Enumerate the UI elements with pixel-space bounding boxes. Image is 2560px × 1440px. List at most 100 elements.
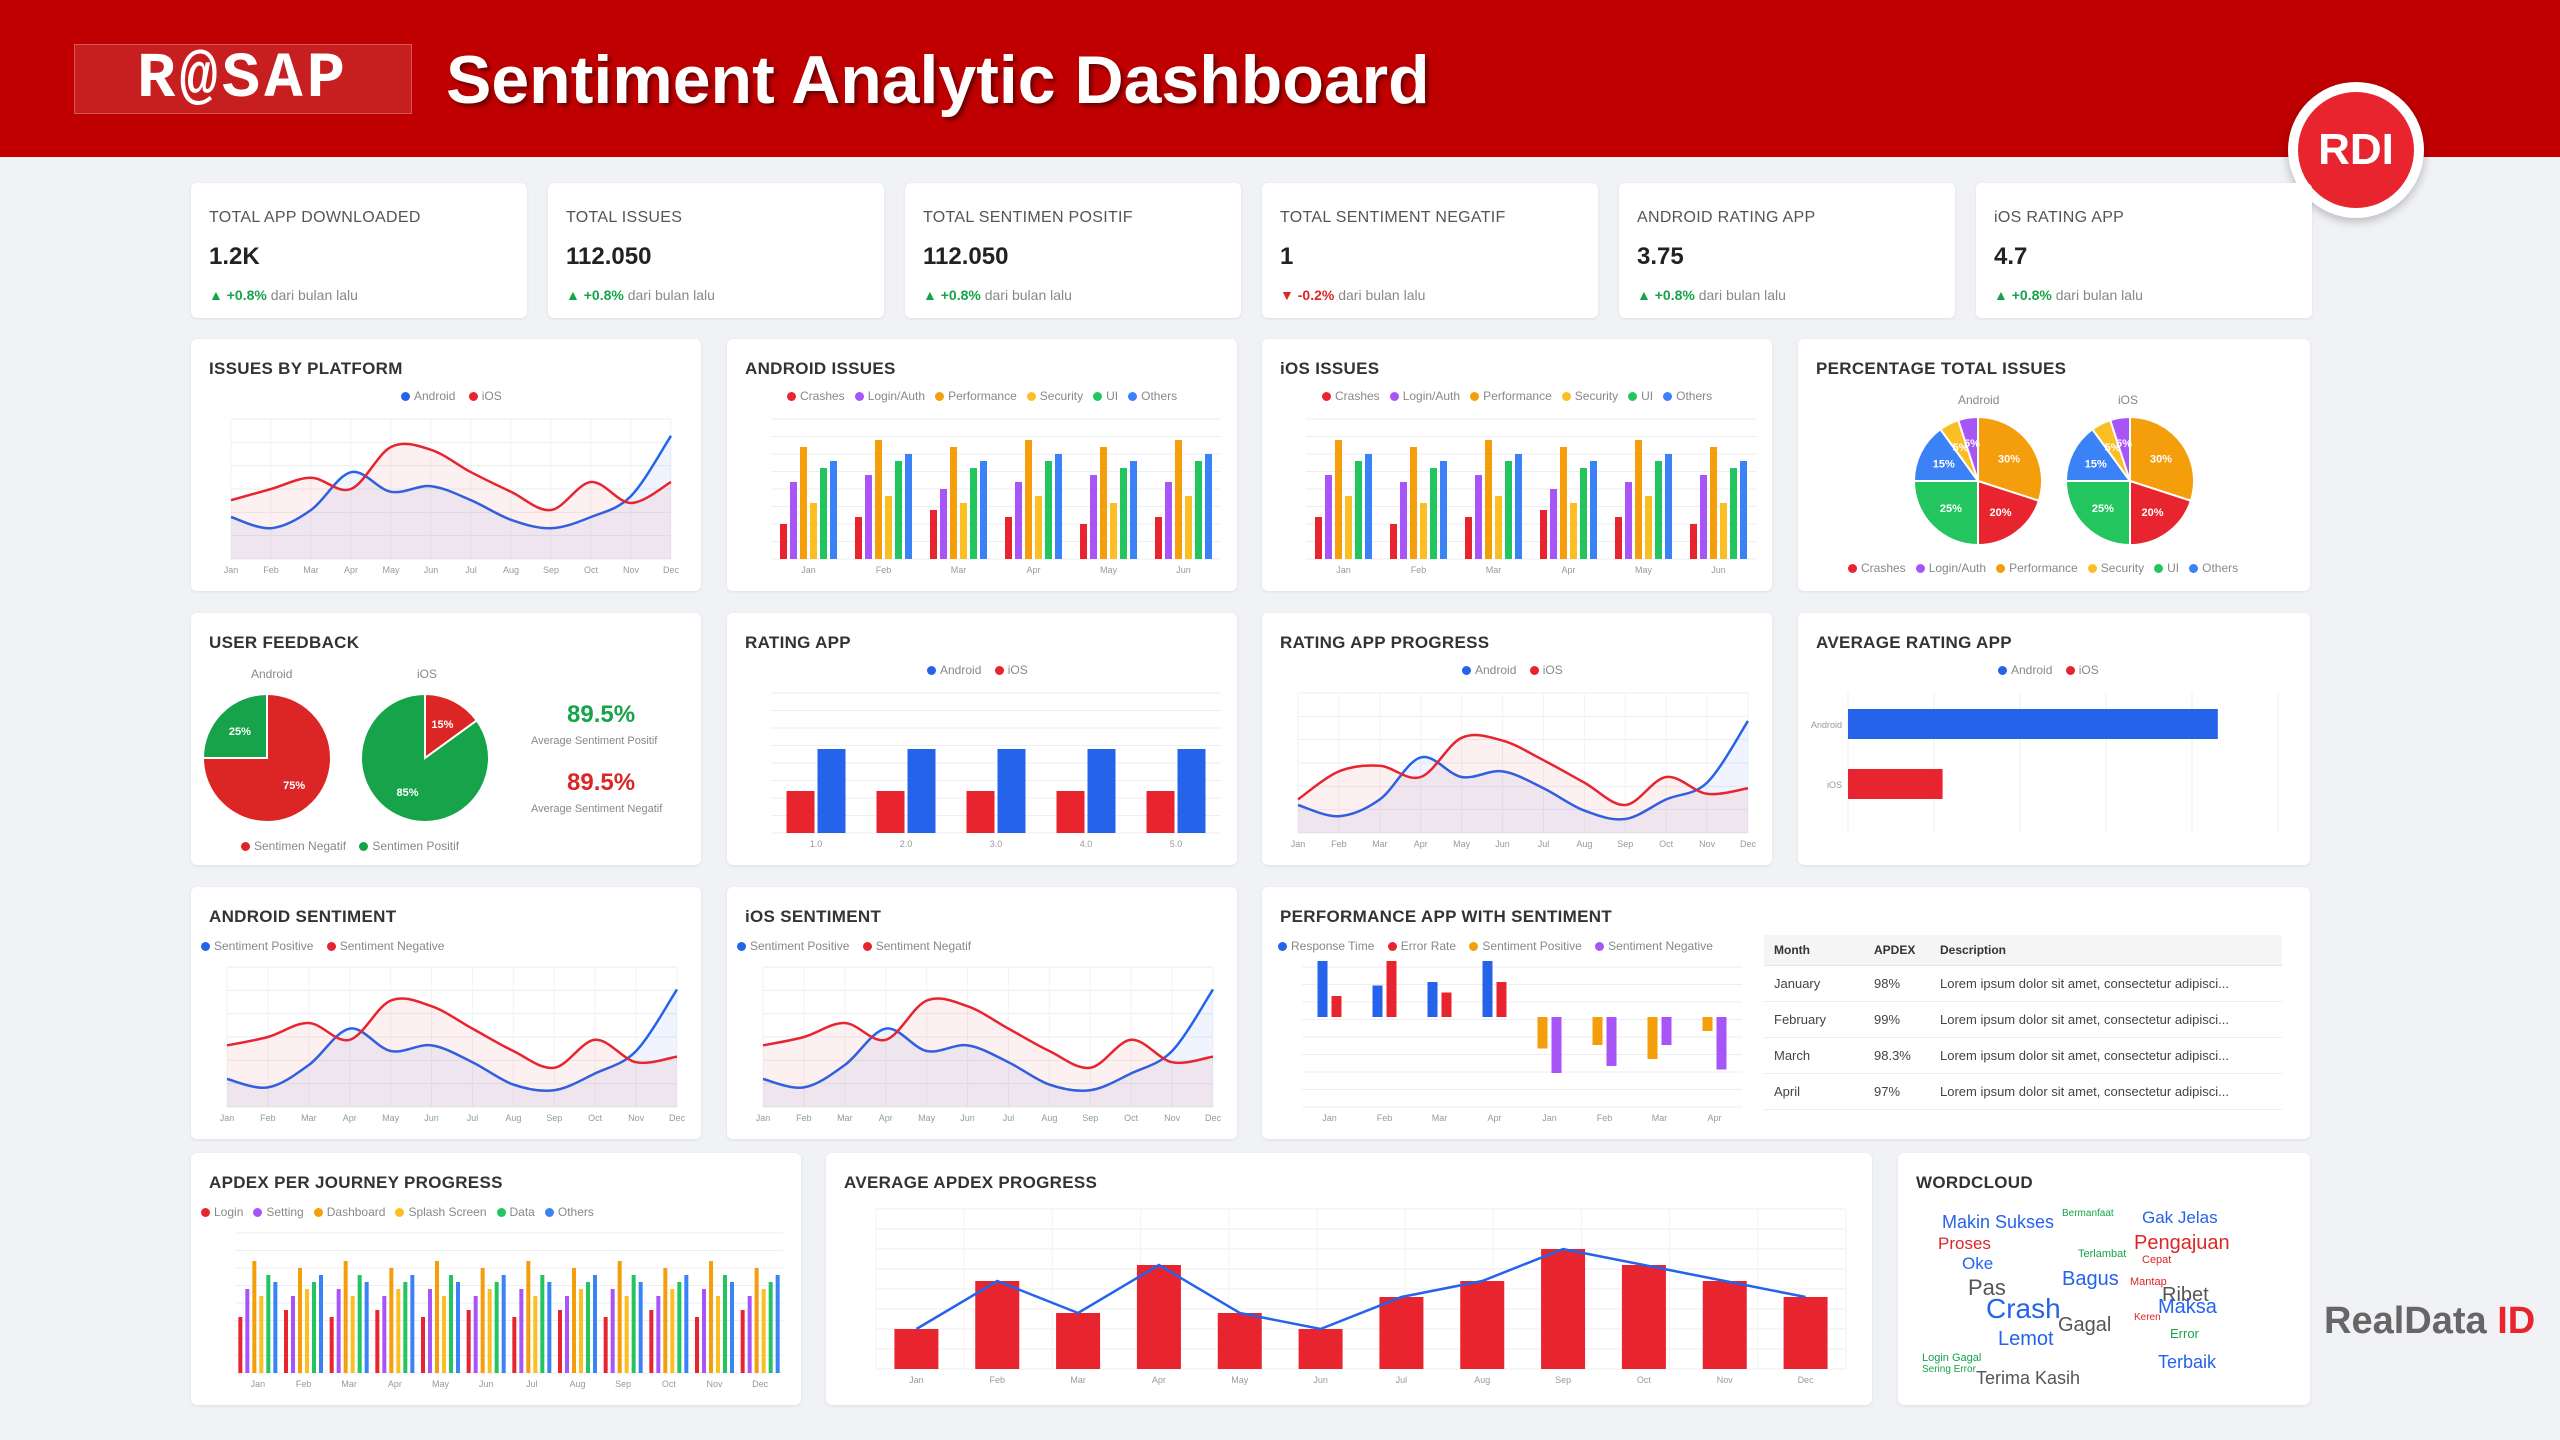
legend-label: Sentiment Positive: [214, 939, 314, 953]
card-average-apdex: AVERAGE APDEX PROGRESS Jan Feb Mar Apr May Ju…: [826, 1153, 1872, 1405]
kpi-delta-text: dari bulan lalu: [270, 287, 358, 303]
pie-slice-label: 15%: [1933, 459, 1955, 471]
bar-sentiment-positive: [1647, 1017, 1658, 1059]
x-tick-label: May: [432, 1379, 450, 1389]
bar-setting: [428, 1289, 432, 1373]
x-tick-label: Mar: [1652, 1113, 1668, 1123]
bar-others: [905, 454, 912, 559]
bar-others: [730, 1282, 734, 1373]
x-tick-label: Jan: [1542, 1113, 1557, 1123]
legend-label: Login/Auth: [1402, 389, 1461, 403]
bar-apdex: [894, 1329, 939, 1369]
x-tick-label: Jun: [1176, 565, 1191, 575]
bar-ui: [1430, 468, 1437, 559]
wordcloud-word: Makin Sukses: [1942, 1212, 2055, 1232]
chart-grid: [1306, 418, 1756, 560]
legend-label: Splash Screen: [408, 1205, 487, 1219]
bar-android: [786, 791, 815, 833]
card-issues-by-platform: ISSUES BY PLATFORM Android iOS Jan Feb Mar…: [191, 339, 701, 591]
bar-performance: [1335, 440, 1342, 559]
x-tick-label: Apr: [1414, 839, 1428, 849]
rating-app-chart: 1.0 2.0 3.0 4.0 5.0: [771, 692, 1221, 849]
bar-dashboard: [709, 1261, 713, 1373]
series-area-1: [1298, 735, 1748, 833]
chart-grid: [762, 966, 1214, 1108]
wordcloud-word: Login Gagal: [1922, 1352, 1982, 1364]
wordcloud-word: Keren: [2134, 1312, 2161, 1323]
kpi-card: TOTAL SENTIMENT NEGATIF 1 ▼ -0.2% dari b…: [1262, 183, 1598, 318]
legend-dot-ios: [1529, 666, 1539, 676]
bar-apdex: [1460, 1281, 1505, 1369]
page-title: Sentiment Analytic Dashboard: [446, 42, 1430, 118]
kpi-value: 4.7: [1994, 243, 2028, 270]
bar-setting: [702, 1289, 706, 1373]
x-tick-label: Jan: [220, 1113, 235, 1123]
bar-splash-screen: [624, 1296, 629, 1373]
bar-dashboard: [754, 1268, 759, 1373]
bar-security: [1495, 496, 1502, 559]
legend-label: Crashes: [1861, 561, 1906, 575]
wordcloud-word: Bermanfaat: [2062, 1208, 2114, 1219]
chart-legend: Crashes Login/Auth Performance Security UI Ot…: [1838, 561, 2238, 575]
header-bar: R@SAP Sentiment Analytic Dashboard: [0, 0, 2560, 157]
kpi-card: ANDROID RATING APP 3.75 ▲ +0.8% dari bul…: [1619, 183, 1955, 318]
bar-response-time: [1317, 961, 1328, 1017]
bar-response-time: [1482, 961, 1493, 1017]
x-tick-label: Mar: [301, 1113, 317, 1123]
bar-crashes: [930, 510, 937, 559]
wordcloud-word: Pas: [1968, 1275, 2006, 1300]
bar-setting: [245, 1289, 250, 1373]
bar-dashboard: [389, 1268, 394, 1373]
legend-dot-positive: [1469, 942, 1479, 952]
bar-security: [1720, 503, 1727, 559]
positive-label: Average Sentiment Positif: [531, 735, 658, 747]
x-tick-label: Dec: [669, 1113, 686, 1123]
x-tick-label: Mar: [303, 565, 319, 575]
kpi-label: TOTAL SENTIMENT NEGATIF: [1280, 209, 1506, 226]
chart-grid: [771, 692, 1221, 834]
table-cell: Lorem ipsum dolor sit amet, consectetur …: [1930, 1001, 2282, 1038]
bar-ios: [1177, 749, 1206, 833]
legend-label: Crashes: [1335, 389, 1380, 403]
bar-security: [1110, 503, 1117, 559]
bar-crashes: [1315, 517, 1322, 559]
legend-dot-positive: [737, 942, 746, 952]
bar-crashes: [1005, 517, 1012, 559]
pie-slice-label: 75%: [283, 780, 305, 792]
bar-setting: [473, 1296, 478, 1373]
bar-ui: [1195, 461, 1202, 559]
wordcloud-word: Pengajuan: [2134, 1232, 2230, 1254]
x-tick-label: Feb: [1597, 1113, 1613, 1123]
bar-setting: [382, 1296, 387, 1373]
bar-sentiment-negative: [1716, 1017, 1727, 1070]
kpi-delta: ▲ +0.8% dari bulan lalu: [209, 287, 358, 303]
chart-legend: Response Time Error Rate Sentiment Posit…: [1268, 939, 1713, 953]
legend-label: Login/Auth: [867, 389, 926, 403]
series-area-1: [231, 443, 671, 559]
x-tick-label: Sep: [615, 1379, 631, 1389]
wordcloud-word: Mantap: [2130, 1276, 2167, 1288]
x-tick-label: Apr: [388, 1379, 402, 1389]
legend-dot-response: [1278, 942, 1287, 952]
bar-others: [273, 1282, 278, 1373]
x-tick-label: Nov: [1717, 1375, 1734, 1385]
pie-slice: [2064, 480, 2131, 547]
x-tick-label: Aug: [1576, 839, 1592, 849]
wordcloud-word: Terbaik: [2158, 1352, 2217, 1372]
kpi-delta-text: dari bulan lalu: [2055, 287, 2143, 303]
x-tick-label: May: [918, 1113, 936, 1123]
legend-dot: [496, 1208, 506, 1218]
x-tick-label: Jul: [526, 1379, 538, 1389]
x-tick-label: Jan: [1291, 839, 1306, 849]
bar-others: [1590, 461, 1597, 559]
kpi-delta: ▲ +0.8% dari bulan lalu: [1994, 287, 2143, 303]
chart-legend: Sentiment Positive Sentiment Negative: [191, 939, 444, 953]
card-apdex-journey: APDEX PER JOURNEY PROGRESS Login Setting D…: [191, 1153, 801, 1405]
kpi-label: iOS RATING APP: [1994, 209, 2125, 226]
kpi-delta-value: +0.8%: [1654, 287, 1695, 303]
series-line-ios: [1297, 733, 1749, 807]
legend-dot: [1915, 564, 1925, 574]
average-rating-chart: Android iOS: [1811, 693, 2279, 833]
bar-login-auth: [1550, 489, 1557, 559]
wordcloud-word: Ribet: [2162, 1284, 2209, 1306]
